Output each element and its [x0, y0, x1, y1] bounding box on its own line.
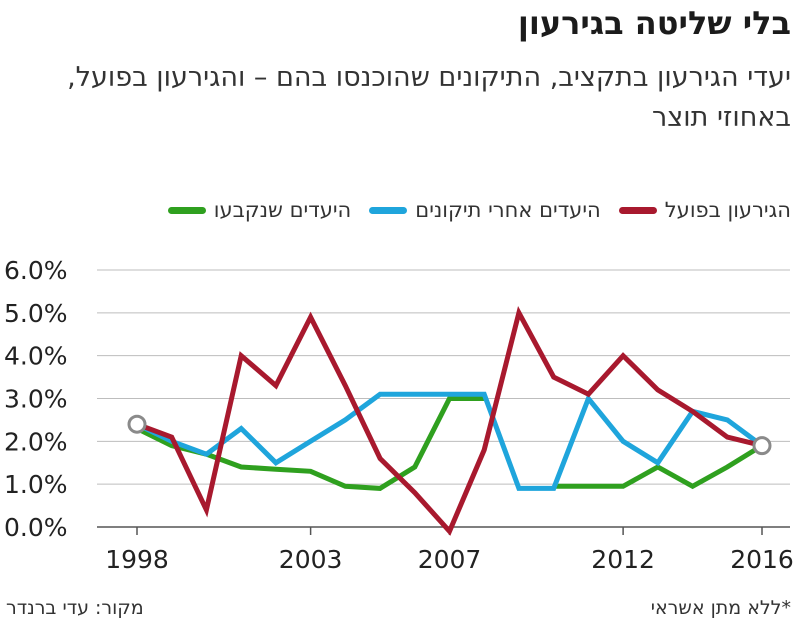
- series-line-actual: [136, 305, 763, 536]
- legend-swatch-revised-targets: [369, 206, 408, 214]
- legend-label-original-targets: היעדים שנקבעו: [213, 198, 352, 222]
- footnote: *ללא מתן אשראי: [650, 597, 791, 619]
- y-tick-label: 0.0%: [4, 513, 68, 542]
- legend-item-actual: הגירעון בפועל: [618, 198, 791, 222]
- chart-subtitle: יעדי הגירעון בתקציב, התיקונים שהוכנסו בה…: [67, 62, 791, 133]
- chart-title: בלי שליטה בגירעון: [517, 4, 791, 42]
- x-tick-label: 2003: [279, 545, 343, 574]
- legend: הגירעון בפועל היעדים אחרי תיקונים היעדים…: [167, 198, 791, 222]
- x-tick-label: 1998: [105, 545, 169, 574]
- x-tick-label: 2016: [730, 545, 794, 574]
- legend-item-original-targets: היעדים שנקבעו: [167, 198, 352, 222]
- x-tick-label: 2012: [591, 545, 655, 574]
- y-tick-label: 3.0%: [4, 385, 68, 414]
- y-tick-label: 5.0%: [4, 299, 68, 328]
- source-note: מקור: עדי ברנדר: [6, 597, 144, 619]
- x-tick-label: 2007: [418, 545, 482, 574]
- y-tick-label: 6.0%: [4, 256, 68, 285]
- endpoint-marker: [752, 436, 772, 456]
- y-tick-label: 2.0%: [4, 427, 68, 456]
- endpoint-marker: [127, 414, 147, 434]
- series-line-revised-targets: [135, 391, 764, 491]
- y-tick-label: 1.0%: [4, 470, 68, 499]
- legend-swatch-original-targets: [167, 206, 206, 214]
- legend-label-actual: הגירעון בפועל: [664, 198, 791, 222]
- legend-swatch-actual: [618, 206, 657, 214]
- legend-label-revised-targets: היעדים אחרי תיקונים: [415, 198, 601, 222]
- legend-item-revised-targets: היעדים אחרי תיקונים: [369, 198, 601, 222]
- y-tick-label: 4.0%: [4, 342, 68, 371]
